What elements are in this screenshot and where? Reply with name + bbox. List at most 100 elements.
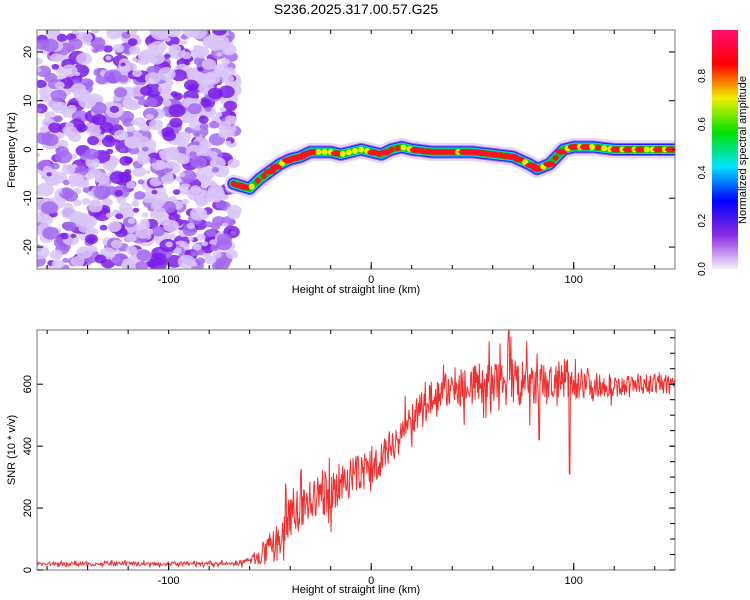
noise-blob (76, 123, 88, 133)
colorbar-axis: 0.0 0.2 0.4 0.6 0.8 (697, 68, 708, 275)
noise-blob (186, 83, 197, 92)
noise-blob (125, 245, 138, 255)
noise-blob (126, 62, 137, 71)
noise-blob (142, 146, 149, 152)
y-tick-label: 0 (22, 567, 34, 573)
ridge-peak (488, 151, 501, 158)
noise-blob (144, 194, 152, 201)
noise-blob (215, 200, 228, 210)
noise-blob (151, 189, 158, 195)
noise-blob (149, 157, 157, 163)
noise-blob (71, 164, 78, 169)
colorbar-tick-label: 0.6 (697, 117, 708, 131)
noise-blob (209, 120, 220, 129)
colorbar-label: Normalized spectral amplitude (737, 76, 749, 224)
noise-blob (93, 185, 112, 199)
noise-blob (74, 212, 92, 226)
x-tick-label: 0 (368, 575, 374, 587)
noise-blob (37, 79, 47, 89)
noise-blob (200, 98, 212, 108)
noise-blob (201, 241, 209, 247)
noise-blob (105, 212, 113, 218)
noise-blob (56, 33, 68, 42)
ridge-peak (315, 148, 322, 155)
noise-blob (131, 200, 140, 207)
noise-blob (150, 30, 169, 41)
y-tick-label: 20 (22, 46, 34, 58)
noise-blob (53, 115, 63, 123)
colorbar-tick-label: 0.0 (697, 262, 708, 276)
spectrogram (37, 30, 675, 269)
noise-blob (181, 51, 192, 60)
noise-blob (114, 189, 124, 197)
noise-blob (168, 212, 180, 222)
noise-blob (165, 254, 183, 268)
noise-blob (161, 126, 175, 137)
noise-blob (209, 156, 226, 170)
noise-blob (101, 197, 113, 207)
noise-blob (165, 160, 177, 169)
noise-blob (199, 123, 209, 131)
noise-blob (187, 103, 203, 115)
noise-blob (120, 148, 126, 153)
y-tick-label: 400 (22, 437, 34, 455)
noise-blob (81, 198, 91, 205)
noise-blob (150, 202, 161, 211)
noise-blob (198, 115, 209, 124)
noise-blob (37, 227, 43, 236)
top-xlabel: Height of straight line (km) (292, 284, 420, 296)
noise-blob (103, 160, 117, 171)
noise-blob (37, 245, 50, 260)
noise-blob (223, 100, 238, 112)
noise-blob (70, 256, 85, 267)
ridge-peak (339, 150, 346, 157)
noise-blob (43, 165, 52, 173)
noise-blob (37, 57, 43, 66)
noise-blob (211, 261, 223, 269)
y-tick-label: 600 (22, 375, 34, 393)
noise-blob (50, 162, 60, 170)
noise-blob (168, 233, 176, 240)
noise-blob (84, 148, 100, 160)
ridge-peak (254, 177, 261, 184)
noise-blob (215, 111, 223, 118)
colorbar-tick-label: 0.4 (697, 165, 708, 179)
noise-blob (229, 219, 236, 225)
noise-blob (157, 67, 176, 81)
noise-blob (126, 125, 136, 133)
noise-blob (64, 129, 71, 135)
noise-blob (178, 172, 186, 178)
noise-blob (50, 53, 62, 63)
noise-blob (197, 66, 204, 72)
noise-blob (162, 99, 172, 107)
ridge-peak (601, 145, 608, 152)
noise-blob (208, 151, 218, 159)
noise-blob (50, 89, 67, 102)
noise-blob (56, 174, 64, 181)
noise-blob (87, 135, 99, 146)
ridge-peak (269, 164, 282, 171)
ridge-peak (595, 144, 602, 151)
noise-blob (41, 201, 59, 215)
noise-blob (94, 254, 107, 264)
noise-blob (130, 119, 138, 126)
noise-blob (159, 162, 169, 169)
noise-blob (204, 221, 213, 228)
ridge-peak (379, 149, 392, 156)
noise-blob (149, 119, 164, 131)
noise-blob (40, 215, 53, 225)
noise-blob (169, 117, 183, 128)
noise-blob (149, 257, 167, 269)
noise-blob (103, 45, 113, 53)
noise-blob (121, 31, 131, 39)
noise-blob (210, 244, 219, 252)
noise-blob (103, 69, 122, 84)
noise-blob (204, 254, 217, 265)
y-tick-label: -20 (22, 239, 34, 255)
noise-blob (212, 30, 228, 36)
noise-blob (141, 212, 149, 218)
ridge-peak (263, 168, 276, 175)
noise-blob (61, 64, 78, 77)
noise-blob (97, 43, 105, 49)
